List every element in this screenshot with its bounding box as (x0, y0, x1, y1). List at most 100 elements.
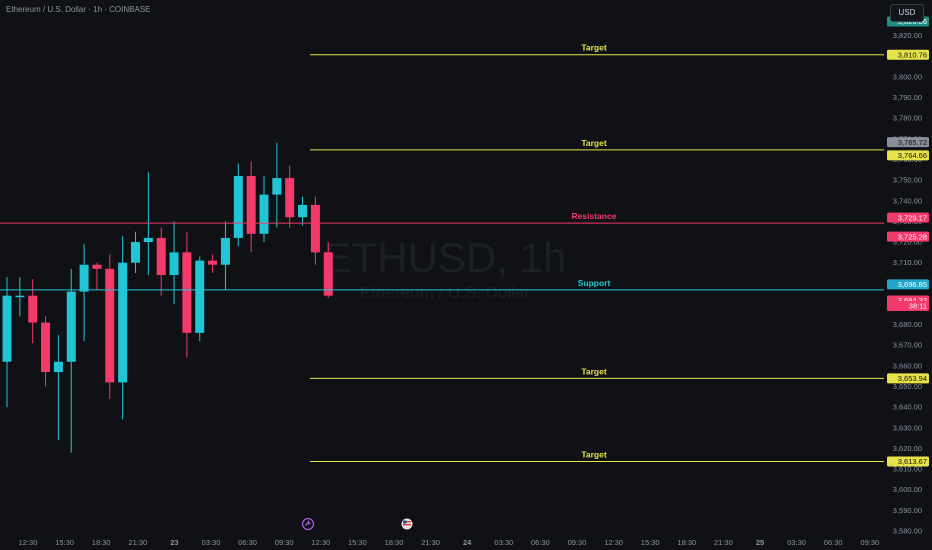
x-tick-label: 09:30 (568, 538, 587, 547)
price-tag (887, 212, 929, 223)
price-tag-text: 3,729.17 (898, 213, 927, 222)
y-tick-label: 3,680.00 (893, 320, 922, 329)
candle-body (208, 260, 218, 265)
candle-body (41, 322, 51, 373)
price-tag-text: 38:11 (909, 302, 927, 311)
watermark-symbol: ETHUSD, 1h (324, 234, 567, 281)
y-tick-label: 3,750.00 (893, 176, 922, 185)
candle-body (131, 242, 140, 263)
price-tag-text: 3,694.32 (898, 296, 927, 305)
event-icon[interactable] (301, 517, 315, 531)
x-tick-label: 18:30 (677, 538, 696, 547)
x-tick-label: 23 (170, 538, 178, 547)
us-flag-event-icon[interactable] (401, 518, 413, 530)
x-tick-label: 21:30 (128, 538, 147, 547)
candle-body (156, 237, 166, 276)
target-label: Target (581, 450, 607, 460)
price-tag-text: 3,725.28 (898, 232, 927, 241)
y-tick-label: 3,780.00 (893, 114, 922, 123)
support-label: Support (578, 278, 611, 288)
price-tag (887, 279, 929, 290)
y-tick-label: 3,630.00 (893, 423, 922, 432)
price-tag-text: 3,696.85 (898, 280, 927, 289)
y-tick-label: 3,800.00 (893, 72, 922, 81)
candle-body (272, 178, 282, 195)
target-label: Target (581, 366, 607, 376)
y-tick-label: 3,790.00 (893, 93, 922, 102)
x-tick-label: 21:30 (714, 538, 733, 547)
candle-body (323, 252, 333, 296)
y-tick-label: 3,710.00 (893, 258, 922, 267)
candle-body (118, 262, 128, 383)
candle-body (92, 264, 102, 269)
y-tick-label: 3,590.00 (893, 506, 922, 515)
watermark-name: Ethereum / U.S. Dollar (360, 283, 530, 302)
candle-body (259, 194, 269, 234)
x-tick-label: 25 (756, 538, 764, 547)
candle-body (182, 252, 192, 333)
candle-body (143, 237, 153, 243)
price-tag (887, 373, 929, 384)
candle-body (246, 175, 256, 234)
y-tick-label: 3,610.00 (893, 465, 922, 474)
x-tick-label: 09:30 (860, 538, 879, 547)
y-tick-label: 3,720.00 (893, 238, 922, 247)
x-tick-label: 18:30 (385, 538, 404, 547)
candle-body (169, 252, 179, 276)
x-tick-label: 03:30 (202, 538, 221, 547)
x-tick-label: 21:30 (421, 538, 440, 547)
candle-body (15, 295, 25, 298)
candle-body (53, 361, 63, 373)
price-tag (887, 301, 929, 312)
price-tag-text: 3,653.94 (898, 374, 927, 383)
target-label: Target (581, 43, 607, 53)
time-axis[interactable] (0, 534, 884, 550)
price-tag-text: 3,764.66 (898, 151, 927, 160)
y-tick-label: 3,600.00 (893, 485, 922, 494)
chart-title: Ethereum / U.S. Dollar · 1h · COINBASE (6, 5, 151, 14)
x-tick-label: 03:30 (787, 538, 806, 547)
price-tag-text: 3,765.72 (898, 138, 927, 147)
candle-body (310, 204, 320, 253)
x-tick-label: 06:30 (824, 538, 843, 547)
candle-body (233, 175, 243, 238)
price-tag (887, 137, 929, 148)
currency-button[interactable]: USD (890, 4, 924, 22)
candle-body (285, 178, 295, 218)
candle-body (105, 268, 115, 383)
resistance-label: Resistance (572, 211, 617, 221)
y-tick-label: 3,670.00 (893, 341, 922, 350)
y-tick-label: 3,580.00 (893, 527, 922, 536)
x-tick-label: 12:30 (311, 538, 330, 547)
x-tick-label: 12:30 (604, 538, 623, 547)
y-tick-label: 3,620.00 (893, 444, 922, 453)
candle-body (220, 237, 230, 265)
price-tag-text: 3,810.76 (898, 50, 927, 59)
candle-body (195, 260, 205, 333)
price-tag-text: 3,613.67 (898, 457, 927, 466)
candle-body (66, 291, 76, 362)
x-tick-label: 09:30 (275, 538, 294, 547)
x-tick-label: 24 (463, 538, 472, 547)
x-tick-label: 03:30 (494, 538, 513, 547)
candle-body (298, 204, 308, 218)
y-tick-label: 3,640.00 (893, 403, 922, 412)
y-tick-label: 3,820.00 (893, 31, 922, 40)
x-tick-label: 06:30 (238, 538, 257, 547)
x-tick-label: 15:30 (55, 538, 74, 547)
candle-body (28, 295, 38, 323)
candle-body (2, 295, 12, 362)
x-tick-label: 15:30 (348, 538, 367, 547)
price-tag (887, 150, 929, 161)
target-label: Target (581, 138, 607, 148)
x-tick-label: 12:30 (19, 538, 38, 547)
price-tag (887, 49, 929, 60)
y-tick-label: 3,650.00 (893, 382, 922, 391)
y-tick-label: 3,740.00 (893, 196, 922, 205)
x-tick-label: 15:30 (641, 538, 660, 547)
price-tag (887, 231, 929, 242)
y-tick-label: 3,660.00 (893, 361, 922, 370)
price-tag (887, 456, 929, 467)
